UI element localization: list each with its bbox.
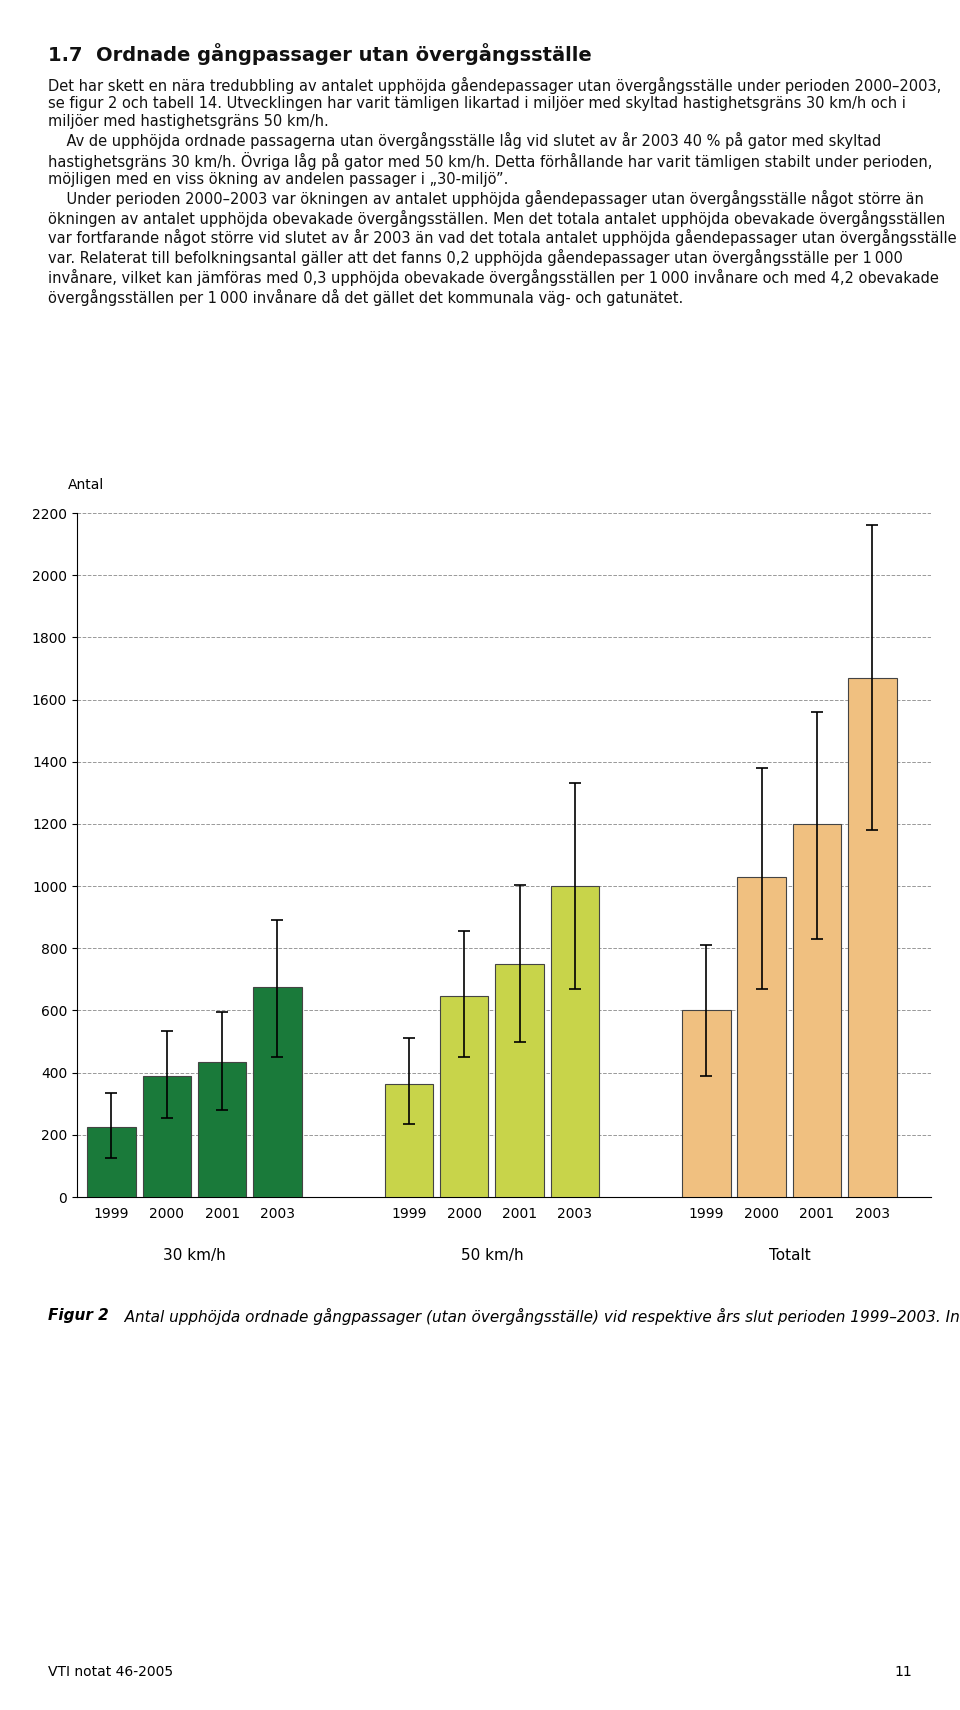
Bar [253,987,301,1197]
Text: 1.7  Ordnade gångpassager utan övergångsställe: 1.7 Ordnade gångpassager utan övergångss… [48,43,591,65]
Bar [440,997,489,1197]
Bar [198,1062,247,1197]
Bar [793,824,841,1197]
Bar [142,1076,191,1197]
Bar [551,886,599,1197]
Text: 50 km/h: 50 km/h [461,1248,523,1264]
Text: Totalt: Totalt [769,1248,810,1264]
Text: Antal: Antal [68,479,105,492]
Bar [87,1127,135,1197]
Text: VTI notat 46-2005: VTI notat 46-2005 [48,1666,173,1679]
Text: 30 km/h: 30 km/h [163,1248,226,1264]
Text: Det har skett en nära tredubbling av antalet upphöjda gåendepassager utan övergå: Det har skett en nära tredubbling av ant… [48,77,956,306]
Text: Antal upphöjda ordnade gångpassager (utan övergångsställe) vid respektive års sl: Antal upphöjda ordnade gångpassager (uta… [110,1308,960,1325]
Text: Figur 2: Figur 2 [48,1308,108,1324]
Text: 11: 11 [895,1666,912,1679]
Bar [683,1011,731,1197]
Bar [849,677,897,1197]
Bar [385,1084,433,1197]
Bar [495,964,543,1197]
Bar [737,877,786,1197]
